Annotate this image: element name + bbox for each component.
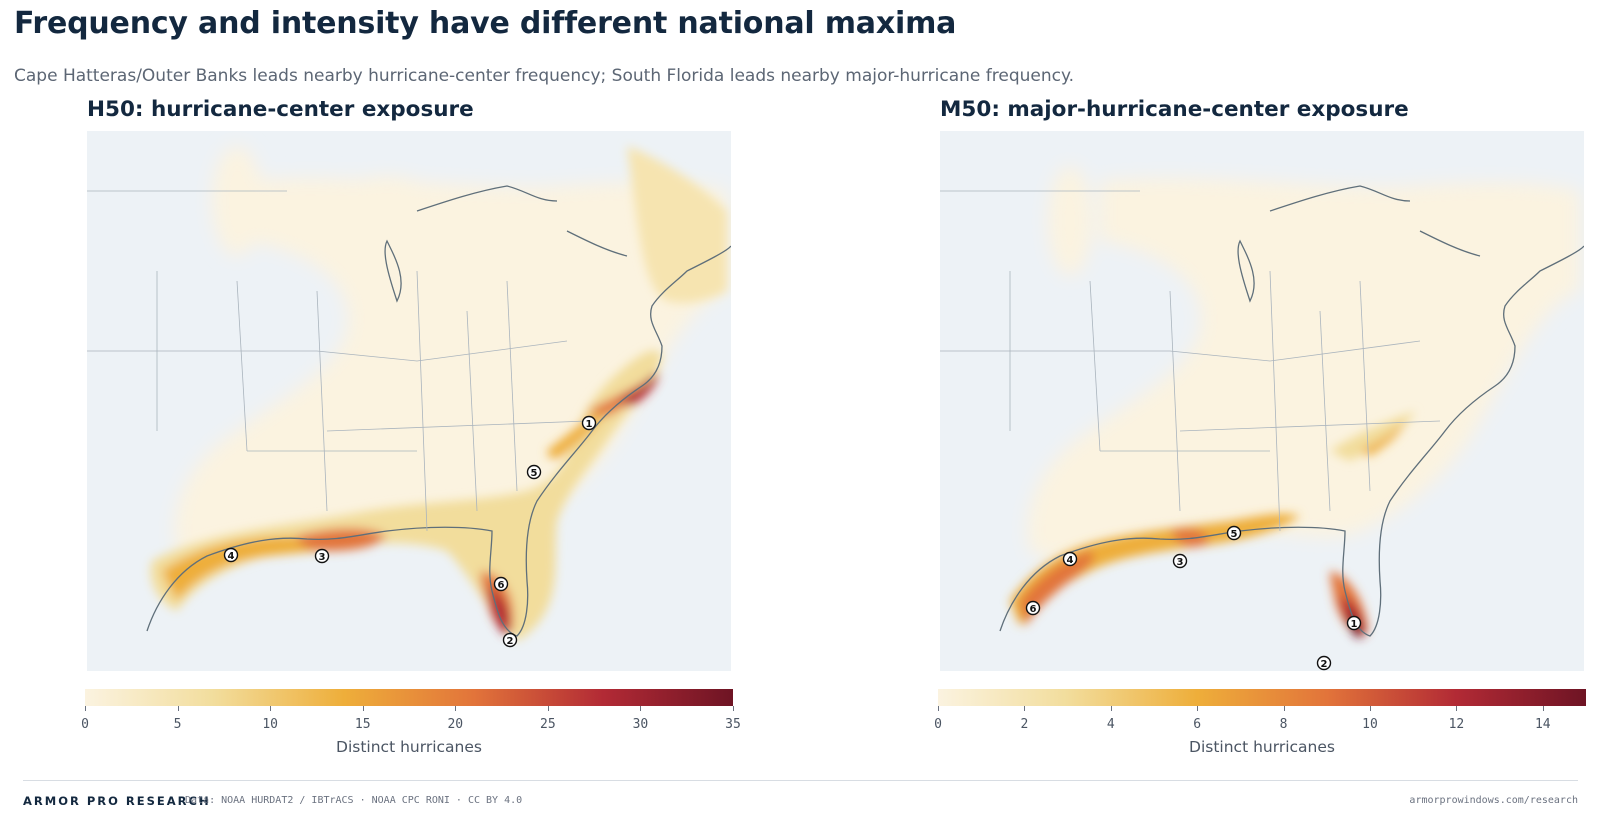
- h50-colorbar-tick-label: 20: [447, 717, 464, 732]
- m50-rank-1-marker: 1: [1346, 615, 1362, 631]
- footer-brand: ARMOR PRO RESEARCH: [23, 794, 211, 808]
- m50-map[interactable]: 1 2 3 4 5 6: [940, 131, 1584, 671]
- h50-map[interactable]: 1 2 3 4 5 6: [87, 131, 731, 671]
- page-title: Frequency and intensity have different n…: [14, 6, 957, 41]
- m50-colorbar-tick-label: 0: [934, 717, 942, 732]
- h50-colorbar-tickmark: [547, 706, 549, 711]
- svg-text:5: 5: [1231, 529, 1238, 540]
- m50-colorbar-tickmark: [1283, 706, 1285, 711]
- h50-colorbar-tick-label: 25: [540, 717, 556, 732]
- m50-colorbar-tick-label: 10: [1362, 717, 1378, 732]
- h50-rank-markers: 1 2 3 4 5 6: [223, 415, 597, 648]
- m50-rank-6-marker: 6: [1025, 600, 1041, 616]
- m50-colorbar-tick-label: 2: [1020, 717, 1029, 732]
- h50-colorbar-tick-label: 0: [81, 717, 89, 732]
- h50-colorbar-tickmark: [177, 706, 179, 711]
- svg-text:3: 3: [1177, 557, 1184, 568]
- h50-colorbar-tickmark: [640, 706, 642, 711]
- h50-colorbar-tick-label: 35: [725, 717, 741, 732]
- m50-colorbar-tick-label: 8: [1279, 717, 1288, 732]
- m50-colorbar-tickmark: [1542, 706, 1544, 711]
- m50-colorbar-label: Distinct hurricanes: [1189, 738, 1335, 756]
- svg-text:6: 6: [498, 580, 505, 591]
- h50-colorbar-tickmark: [85, 706, 86, 711]
- m50-rank-2-marker: 2: [1316, 655, 1332, 671]
- svg-text:1: 1: [1351, 619, 1358, 630]
- h50-colorbar-tickmark: [270, 706, 272, 711]
- h50-colorbar-tick-label: 30: [632, 717, 649, 732]
- h50-panel-title: H50: hurricane-center exposure: [87, 97, 474, 122]
- m50-colorbar-tickmark: [1024, 706, 1026, 711]
- m50-exposure-layer: [1027, 166, 1580, 560]
- h50-colorbar: [85, 689, 733, 706]
- m50-colorbar-tickmark: [1110, 706, 1112, 711]
- svg-text:4: 4: [1067, 555, 1074, 566]
- h50-colorbar-tick-label: 5: [173, 717, 182, 732]
- m50-colorbar-tickmark: [938, 706, 939, 711]
- h50-rank-1-marker: 1: [581, 415, 597, 431]
- svg-text:6: 6: [1030, 604, 1037, 615]
- h50-colorbar-tick-label: 15: [354, 717, 371, 732]
- h50-colorbar-tickmark: [362, 706, 364, 711]
- m50-rank-5-marker: 5: [1226, 525, 1242, 541]
- h50-rank-6-marker: 6: [493, 576, 509, 592]
- m50-colorbar-tick-label: 14: [1534, 717, 1551, 732]
- m50-rank-3-marker: 3: [1172, 553, 1188, 569]
- m50-rank-4-marker: 4: [1062, 551, 1078, 567]
- h50-colorbar-tick-label: 10: [262, 717, 278, 732]
- svg-text:1: 1: [586, 419, 593, 430]
- m50-colorbar-tick-label: 4: [1106, 717, 1115, 732]
- svg-text:3: 3: [319, 552, 326, 563]
- h50-colorbar-tickmark: [455, 706, 457, 711]
- footer-source: Data: NOAA HURDAT2 / IBTrACS · NOAA CPC …: [185, 795, 523, 806]
- h50-rank-5-marker: 5: [526, 464, 542, 480]
- page-subtitle: Cape Hatteras/Outer Banks leads nearby h…: [14, 66, 1075, 86]
- footer-url[interactable]: armorprowindows.com/research: [1409, 795, 1578, 806]
- m50-map-graphic: 1 2 3 4 5 6: [940, 166, 1584, 671]
- m50-colorbar-tickmark: [1197, 706, 1199, 711]
- h50-rank-3-marker: 3: [314, 548, 330, 564]
- m50-coastlines: [999, 185, 1584, 637]
- svg-text:4: 4: [228, 551, 235, 562]
- footer-divider: [23, 780, 1578, 781]
- h50-rank-4-marker: 4: [223, 547, 239, 563]
- svg-text:2: 2: [507, 636, 514, 647]
- h50-colorbar-label: Distinct hurricanes: [336, 738, 482, 756]
- h50-state-borders: [87, 190, 588, 532]
- m50-rank-markers: 1 2 3 4 5 6: [1025, 525, 1362, 671]
- m50-colorbar-tick-label: 12: [1448, 717, 1465, 732]
- h50-map-graphic: 1 2 3 4 5 6: [87, 146, 731, 648]
- svg-text:2: 2: [1321, 659, 1328, 670]
- h50-rank-2-marker: 2: [502, 632, 518, 648]
- h50-coastlines: [146, 185, 731, 637]
- m50-colorbar: [938, 689, 1586, 706]
- h50-colorbar-tickmark: [733, 706, 734, 711]
- svg-text:5: 5: [531, 468, 538, 479]
- m50-panel-title: M50: major-hurricane-center exposure: [940, 97, 1409, 122]
- m50-colorbar-tickmark: [1456, 706, 1458, 711]
- m50-colorbar-tickmark: [1370, 706, 1371, 711]
- m50-state-borders: [940, 190, 1441, 532]
- m50-colorbar-tick-label: 6: [1193, 717, 1202, 732]
